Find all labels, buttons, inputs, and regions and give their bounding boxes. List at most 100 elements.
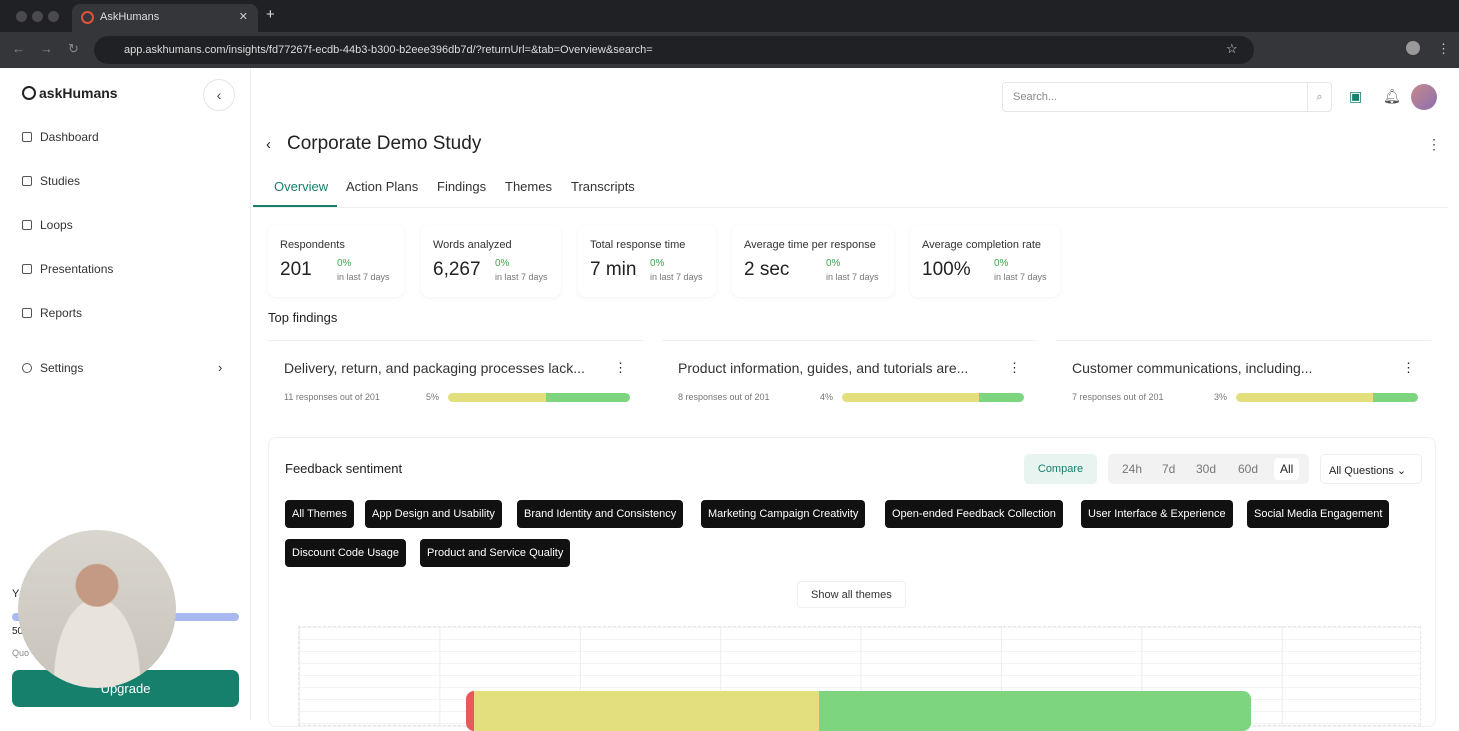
- presentations-icon: [22, 264, 32, 274]
- range-30d[interactable]: 30d: [1196, 462, 1217, 476]
- range-24h[interactable]: 24h: [1122, 462, 1143, 476]
- stat-label: Average time per response: [744, 239, 876, 251]
- theme-chip[interactable]: Social Media Engagement: [1247, 500, 1390, 528]
- tab-themes[interactable]: Themes: [505, 179, 552, 194]
- stat-card: Average time per response 2 sec 0% in la…: [732, 225, 894, 297]
- tab-bar: Overview Action Plans Findings Themes Tr…: [253, 164, 1448, 208]
- back-button[interactable]: ‹: [266, 136, 271, 153]
- finding-title: Product information, guides, and tutoria…: [678, 360, 969, 376]
- finding-card[interactable]: Delivery, return, and packaging processe…: [268, 340, 643, 415]
- stat-period: in last 7 days: [826, 272, 879, 282]
- positive-segment: [546, 393, 630, 402]
- finding-responses: 8 responses out of 201: [678, 392, 770, 402]
- sidebar-item-studies[interactable]: Studies: [22, 174, 80, 188]
- search-input[interactable]: Search... ⌕: [1002, 82, 1332, 112]
- stat-change: 0%: [826, 258, 841, 269]
- tab-action-plans[interactable]: Action Plans: [346, 179, 419, 194]
- theme-chip[interactable]: Discount Code Usage: [285, 539, 407, 567]
- compare-button[interactable]: Compare: [1024, 454, 1097, 484]
- stat-change: 0%: [337, 258, 352, 269]
- search-icon[interactable]: ⌕: [1307, 83, 1331, 111]
- finding-responses: 11 responses out of 201: [284, 392, 380, 402]
- time-range-selector: 24h 7d 30d 60d All: [1108, 454, 1309, 484]
- close-tab-icon[interactable]: ✕: [238, 11, 248, 23]
- loops-icon: [22, 220, 32, 230]
- page-title: Corporate Demo Study: [287, 133, 482, 154]
- theme-chip[interactable]: Product and Service Quality: [420, 539, 571, 567]
- sidebar-item-dashboard[interactable]: Dashboard: [22, 130, 99, 144]
- chat-icon[interactable]: ▣: [1349, 88, 1363, 104]
- label: Dashboard: [40, 130, 99, 144]
- logo-icon: [22, 86, 36, 100]
- theme-chip[interactable]: Open-ended Feedback Collection: [885, 500, 1063, 528]
- finding-title: Customer communications, including...: [1072, 360, 1313, 376]
- collapse-sidebar-button[interactable]: ‹: [203, 79, 235, 111]
- logo[interactable]: askHumans: [22, 85, 118, 101]
- show-all-themes-button[interactable]: Show all themes: [797, 581, 906, 608]
- theme-chip[interactable]: All Themes: [285, 500, 354, 528]
- stat-change: 0%: [994, 258, 1009, 269]
- tab-transcripts[interactable]: Transcripts: [571, 179, 635, 194]
- stat-period: in last 7 days: [495, 272, 548, 282]
- sidebar-item-loops[interactable]: Loops: [22, 218, 73, 232]
- range-60d[interactable]: 60d: [1238, 462, 1259, 476]
- tab-title: AskHumans: [100, 11, 160, 23]
- stat-change: 0%: [650, 258, 665, 269]
- address-bar[interactable]: app.askhumans.com/insights/fd77267f-ecdb…: [94, 36, 1254, 64]
- quota-count: 50: [12, 626, 24, 637]
- chevron-right-icon[interactable]: ›: [218, 360, 223, 375]
- forward-icon[interactable]: →: [40, 41, 53, 56]
- theme-chip[interactable]: App Design and Usability: [365, 500, 502, 528]
- stat-value: 201: [280, 259, 312, 280]
- stat-value: 100%: [922, 259, 971, 280]
- range-all[interactable]: All: [1274, 458, 1300, 480]
- bell-icon[interactable]: 🔔︎: [1383, 88, 1401, 104]
- finding-title: Delivery, return, and packaging processe…: [284, 360, 585, 376]
- more-options-icon[interactable]: ⋮: [614, 360, 627, 375]
- label: Presentations: [40, 262, 114, 276]
- stat-label: Total response time: [590, 239, 686, 251]
- finding-percent: 5%: [426, 392, 440, 402]
- avatar[interactable]: [1411, 84, 1437, 110]
- finding-card[interactable]: Product information, guides, and tutoria…: [662, 340, 1037, 415]
- reload-icon[interactable]: ↻: [68, 41, 79, 56]
- reports-icon: [22, 308, 32, 318]
- finding-card[interactable]: Customer communications, including... ⋮ …: [1056, 340, 1431, 415]
- finding-percent: 4%: [820, 392, 834, 402]
- profile-icon[interactable]: [1406, 41, 1420, 55]
- stat-value: 6,267: [433, 259, 481, 280]
- theme-chip[interactable]: Marketing Campaign Creativity: [701, 500, 866, 528]
- stat-change: 0%: [495, 258, 510, 269]
- range-7d[interactable]: 7d: [1162, 462, 1176, 476]
- tab-overview[interactable]: Overview: [274, 179, 329, 194]
- sidebar-item-presentations[interactable]: Presentations: [22, 262, 113, 276]
- stat-card: Total response time 7 min 0% in last 7 d…: [578, 225, 716, 297]
- feedback-sentiment-card: Feedback sentiment Compare 24h 7d 30d 60…: [268, 437, 1436, 731]
- new-tab-icon[interactable]: +: [266, 6, 275, 23]
- browser-tab[interactable]: AskHumans ✕: [72, 4, 258, 32]
- more-options-icon[interactable]: ⋮: [1008, 360, 1021, 375]
- back-icon[interactable]: ←: [12, 41, 25, 56]
- tab-findings[interactable]: Findings: [437, 179, 487, 194]
- sidebar-item-settings[interactable]: Settings: [22, 361, 83, 375]
- sidebar-item-reports[interactable]: Reports: [22, 306, 82, 320]
- finding-responses: 7 responses out of 201: [1072, 392, 1164, 402]
- more-options-icon[interactable]: ⋮: [1402, 360, 1415, 375]
- more-options-icon[interactable]: ⋮: [1427, 136, 1441, 152]
- menu-icon[interactable]: ⋮: [1437, 41, 1450, 56]
- theme-chip[interactable]: User Interface & Experience: [1081, 500, 1233, 528]
- bookmark-star-icon[interactable]: ☆: [1226, 41, 1238, 56]
- label: Loops: [40, 218, 73, 232]
- finding-percent: 3%: [1214, 392, 1228, 402]
- top-findings-heading: Top findings: [268, 310, 338, 325]
- stat-period: in last 7 days: [994, 272, 1047, 282]
- gear-icon: [22, 363, 32, 373]
- label: Studies: [40, 174, 81, 188]
- stat-card: Words analyzed 6,267 0% in last 7 days: [421, 225, 561, 297]
- sentiment-bar: [466, 691, 1251, 731]
- question-select[interactable]: All Questions ⌄: [1320, 454, 1422, 484]
- label: Reports: [40, 306, 83, 320]
- theme-chip[interactable]: Brand Identity and Consistency: [517, 500, 684, 528]
- stat-value: 2 sec: [744, 259, 790, 280]
- studies-icon: [22, 176, 32, 186]
